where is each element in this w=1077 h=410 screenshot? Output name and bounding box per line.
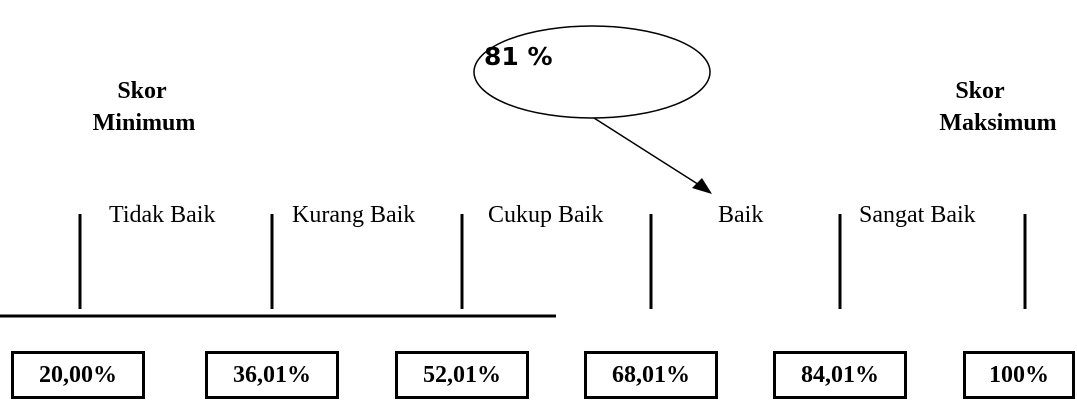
scale-value-box: 100% [963, 351, 1075, 399]
max-score-label-2: Maksimum [918, 108, 1077, 138]
scale-value-box: 36,01% [205, 351, 339, 399]
scale-value-box: 84,01% [773, 351, 907, 399]
callout-arrow-line [593, 117, 705, 189]
min-score-line-1: Skor [117, 78, 167, 104]
category-tidak-baik: Tidak Baik [109, 202, 216, 228]
max-score-label: Skor [920, 76, 1040, 106]
scale-value-box: 20,00% [11, 351, 145, 399]
max-score-line-1: Skor [955, 78, 1005, 104]
min-score-label-2: Minimum [84, 108, 204, 138]
scale-value-box: 52,01% [395, 351, 529, 399]
scale-value-box: 68,01% [584, 351, 718, 399]
category-kurang-baik: Kurang Baik [292, 202, 416, 228]
callout-arrow-head [692, 178, 712, 194]
category-sangat-baik: Sangat Baik [859, 202, 976, 228]
callout-ellipse [473, 25, 711, 119]
min-score-line-2: Minimum [92, 110, 196, 136]
category-cukup-baik: Cukup Baik [488, 202, 604, 228]
max-score-line-2: Maksimum [939, 110, 1057, 136]
category-baik: Baik [718, 202, 764, 228]
min-score-label: Skor [72, 76, 212, 106]
callout-value: 81 % [484, 42, 553, 71]
